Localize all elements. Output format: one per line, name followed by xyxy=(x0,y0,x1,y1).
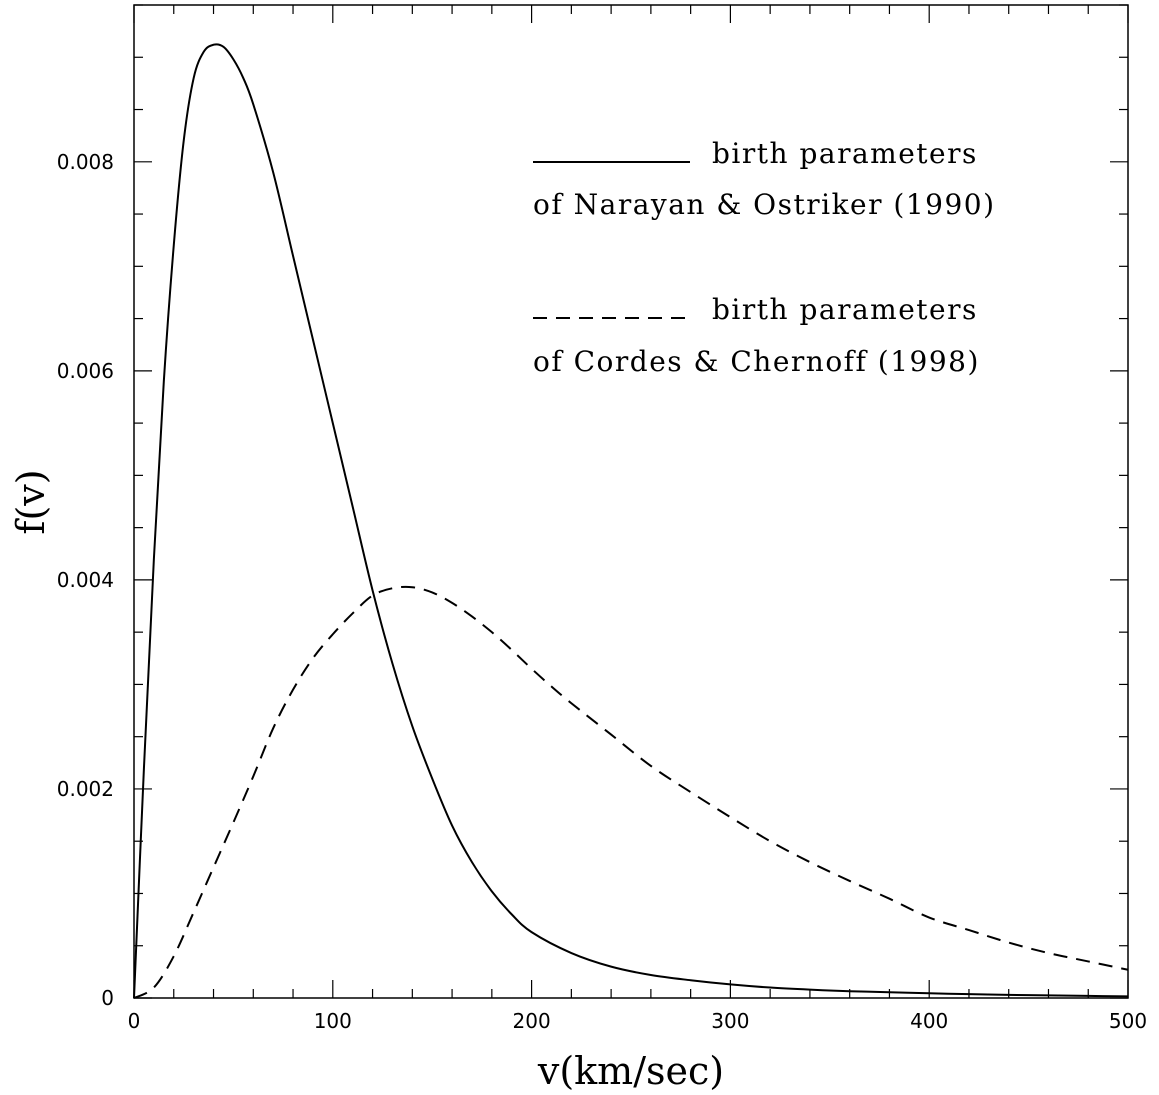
y-tick-label: 0.002 xyxy=(57,777,114,801)
legend-entry-1-line1: birth parameters xyxy=(712,137,978,170)
legend: birth parameters of Narayan & Ostriker (… xyxy=(533,137,996,378)
series-line-dashed xyxy=(133,585,1129,999)
y-tick-label: 0.008 xyxy=(57,150,114,174)
x-tick-label: 200 xyxy=(513,1009,551,1033)
plot-frame xyxy=(133,4,1129,999)
x-tick-label: 400 xyxy=(910,1009,948,1033)
x-axis-title: v(km/sec) xyxy=(537,1049,724,1093)
axis-ticks xyxy=(133,4,1129,999)
x-tick-label: 100 xyxy=(314,1009,352,1033)
legend-entry-2-line2: of Cordes & Chernoff (1998) xyxy=(533,345,980,378)
x-tick-label: 0 xyxy=(128,1009,141,1033)
series-line-solid xyxy=(133,43,1129,999)
y-tick-label: 0 xyxy=(101,986,114,1010)
legend-entry-1-line2: of Narayan & Ostriker (1990) xyxy=(533,188,996,221)
y-tick-label: 0.006 xyxy=(57,359,114,383)
x-tick-label: 300 xyxy=(711,1009,749,1033)
axis-tick-labels: 0 100 200 300 400 500 0 0.002 0.004 0.006 0.008 xyxy=(57,150,1147,1033)
x-tick-label: 500 xyxy=(1109,1009,1147,1033)
y-axis-title: f(v) xyxy=(9,469,53,534)
legend-entry-2-line1: birth parameters xyxy=(712,293,978,326)
series-layer xyxy=(133,43,1129,999)
y-tick-label: 0.004 xyxy=(57,568,114,592)
